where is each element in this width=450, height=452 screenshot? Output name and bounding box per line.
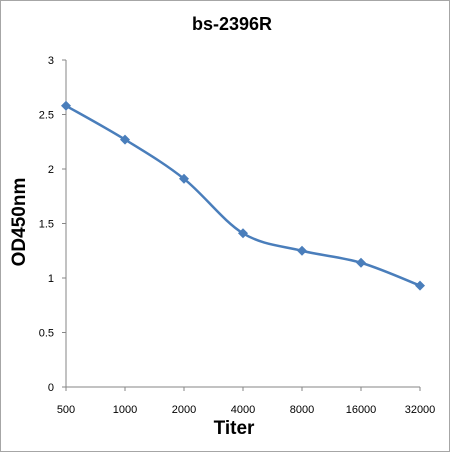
y-tick-label: 2.5 bbox=[39, 110, 54, 122]
x-axis-ticks: 500 1000 2000 4000 8000 16000 32000 bbox=[57, 387, 435, 416]
y-axis-ticks: 0 0.5 1 1.5 2 2.5 3 bbox=[39, 55, 66, 394]
data-point-marker bbox=[356, 257, 366, 268]
y-tick-label: 3 bbox=[48, 55, 54, 67]
y-axis-title: OD450nm bbox=[9, 178, 30, 267]
data-point-marker bbox=[179, 173, 189, 184]
series-markers bbox=[61, 100, 425, 291]
chart-title: bs-2396R bbox=[192, 14, 272, 34]
x-tick-label: 500 bbox=[57, 404, 75, 416]
data-point-marker bbox=[61, 100, 71, 111]
y-tick-label: 2 bbox=[48, 164, 54, 176]
y-tick-label: 1 bbox=[48, 273, 54, 285]
x-tick-label: 1000 bbox=[113, 404, 137, 416]
series-line bbox=[65, 104, 421, 287]
x-tick-label: 32000 bbox=[405, 404, 436, 416]
x-tick-label: 4000 bbox=[231, 404, 255, 416]
x-tick-label: 8000 bbox=[290, 404, 314, 416]
data-point-marker bbox=[297, 245, 307, 256]
x-axis-title: Titer bbox=[214, 418, 255, 439]
data-point-marker bbox=[238, 228, 248, 239]
y-tick-label: 0 bbox=[48, 382, 54, 394]
y-tick-label: 0.5 bbox=[39, 328, 54, 340]
x-tick-label: 16000 bbox=[346, 404, 377, 416]
data-point-marker bbox=[415, 280, 425, 291]
y-tick-label: 1.5 bbox=[39, 219, 54, 231]
data-point-marker bbox=[120, 134, 130, 145]
x-tick-label: 2000 bbox=[172, 404, 196, 416]
